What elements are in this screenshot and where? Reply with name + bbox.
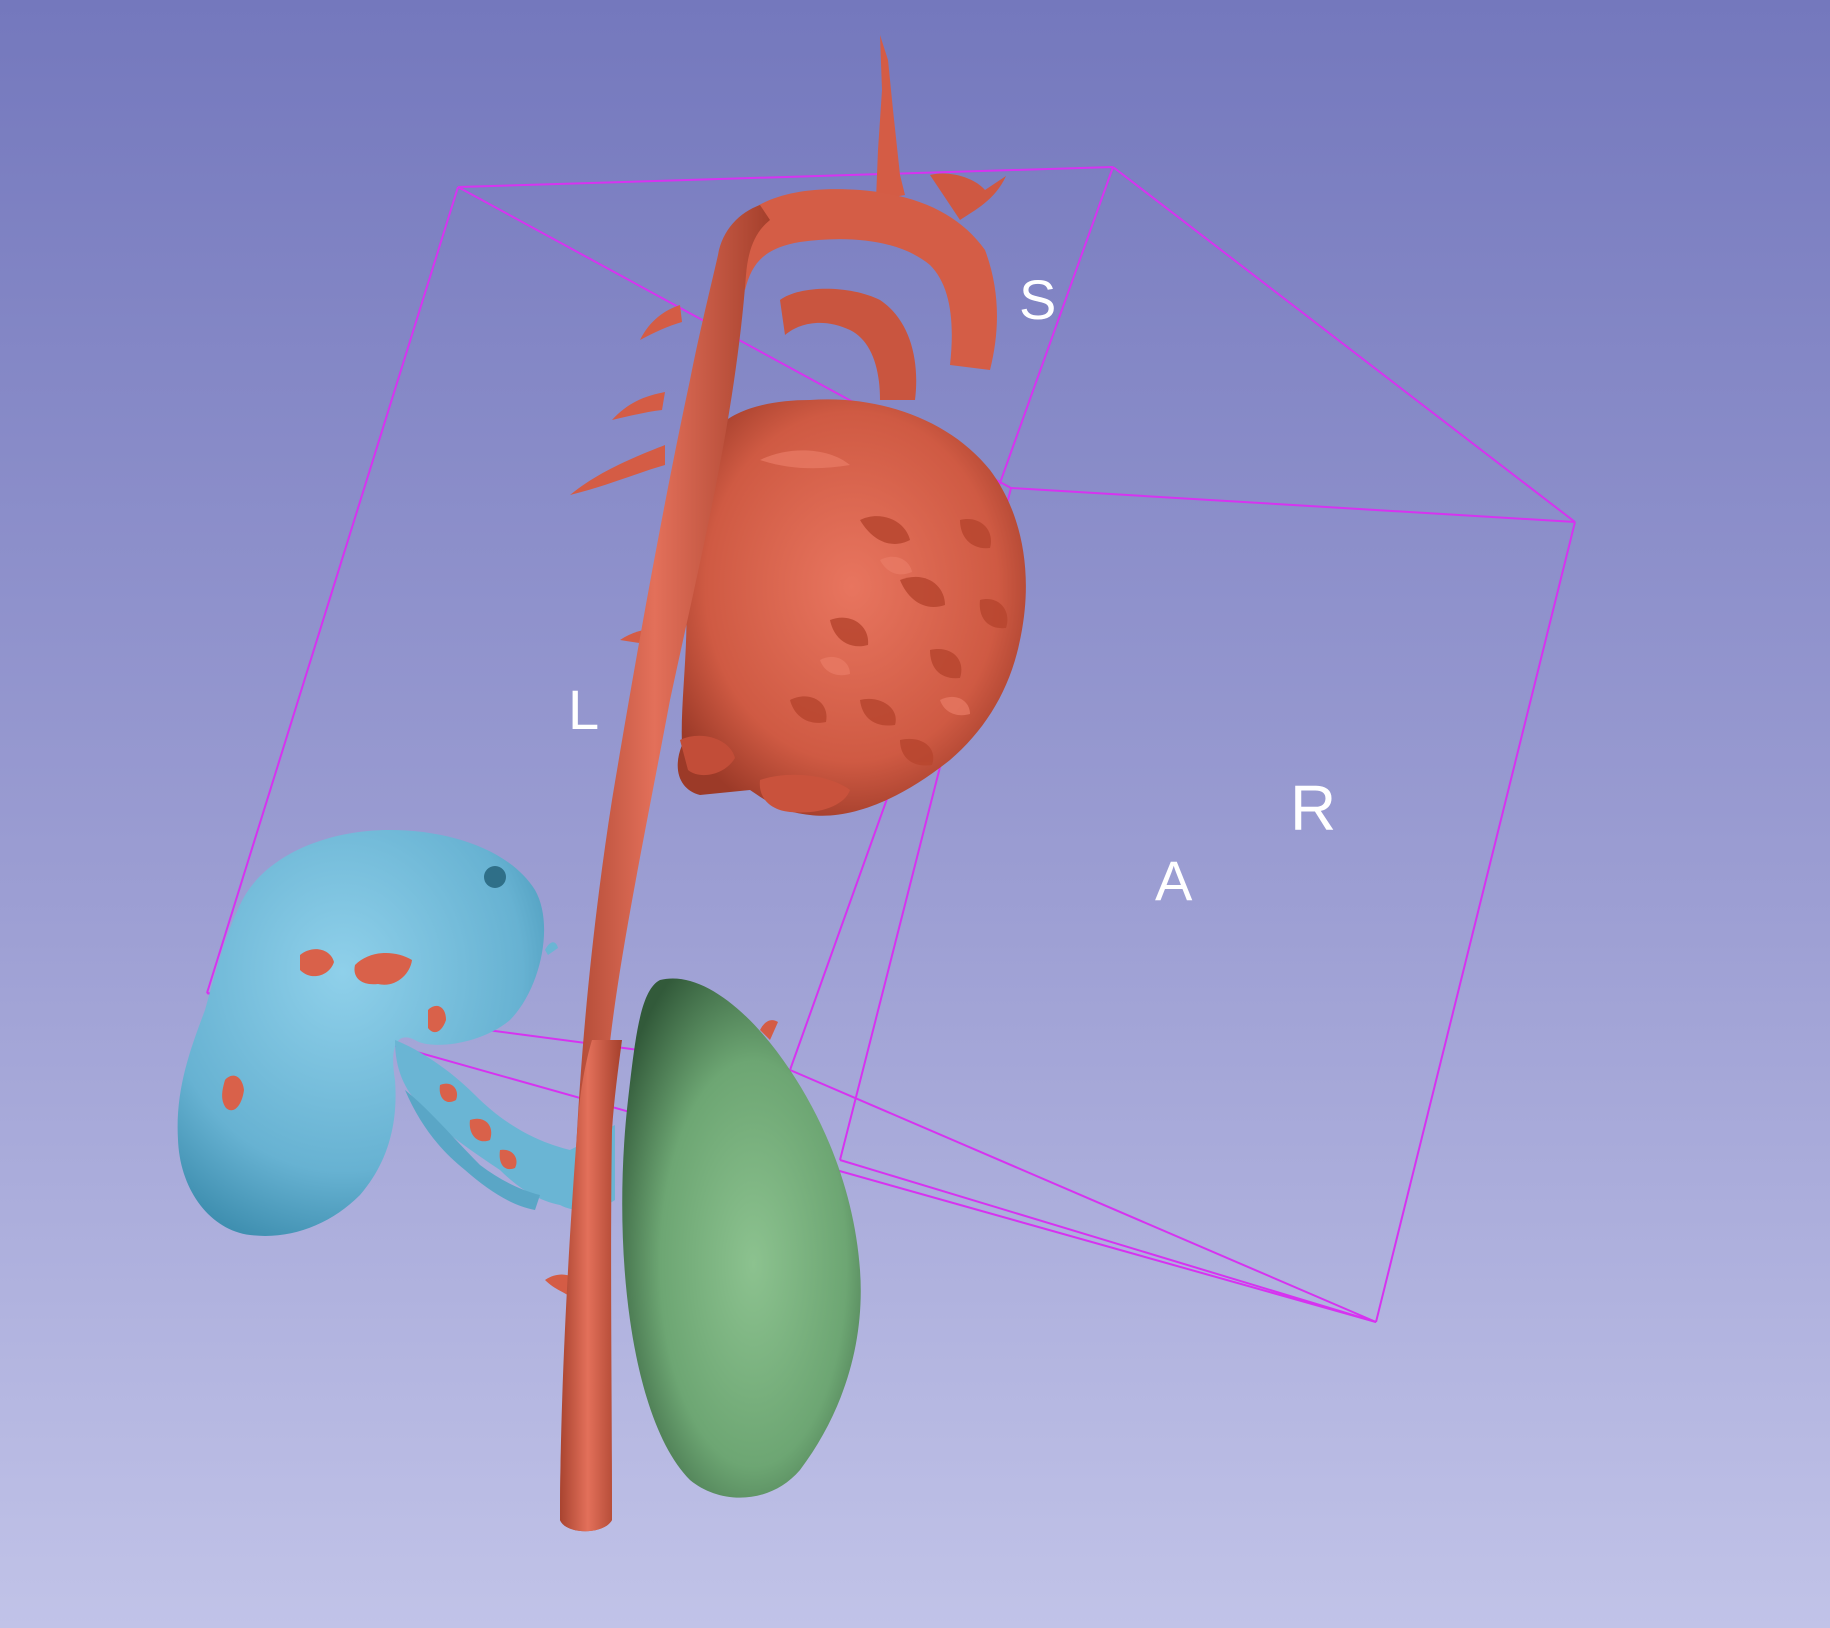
spleen-model[interactable]	[622, 978, 861, 1498]
heart	[677, 399, 1026, 816]
orientation-label-superior: S	[1019, 268, 1057, 331]
kidney-hole	[484, 866, 506, 888]
orientation-label-anterior: A	[1155, 849, 1193, 912]
aortic-arch	[720, 189, 997, 370]
pulmonary-vessel	[780, 288, 917, 400]
vessel-branch	[570, 445, 665, 495]
descending-aorta-front	[560, 1040, 622, 1532]
renal-vessel	[405, 1090, 540, 1210]
vessel-fragment	[759, 774, 850, 813]
orientation-label-right: R	[1290, 772, 1337, 844]
orientation-label-left: L	[568, 678, 600, 741]
vessel-branch	[876, 35, 905, 200]
vessel-fragment	[680, 735, 735, 776]
vessel-branch	[640, 305, 682, 340]
kidney-model[interactable]	[177, 830, 615, 1236]
kidney-lesions	[222, 949, 517, 1170]
renal-pelvis	[395, 1040, 615, 1211]
vessel-branch	[612, 392, 665, 420]
vessel-branch	[760, 1020, 778, 1040]
kidney	[177, 830, 545, 1236]
spleen	[622, 978, 861, 1498]
vessel-branch	[930, 173, 1006, 220]
